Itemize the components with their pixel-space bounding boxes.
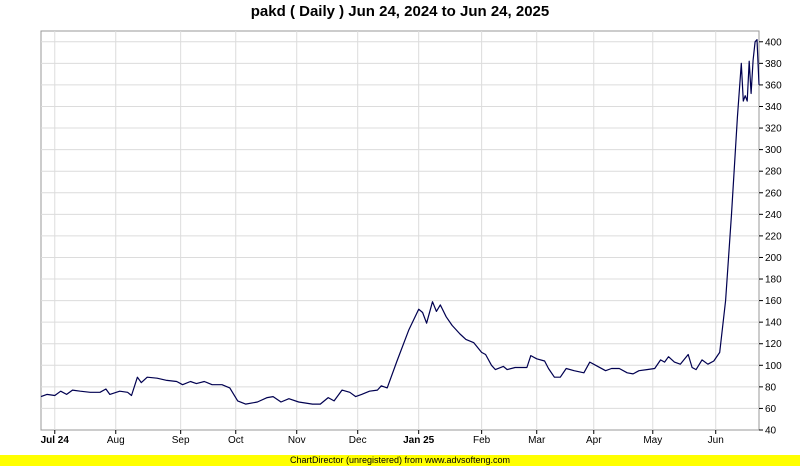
y-tick-label: 400 [765, 37, 782, 48]
y-tick-label: 120 [765, 339, 782, 350]
y-tick-label: 360 [765, 80, 782, 91]
y-tick-label: 300 [765, 145, 782, 156]
y-tick-label: 220 [765, 231, 782, 242]
x-tick-label: Sep [172, 435, 190, 446]
chart-title: pakd ( Daily ) Jun 24, 2024 to Jun 24, 2… [250, 3, 550, 20]
y-tick-label: 200 [765, 253, 782, 264]
y-tick-label: 260 [765, 188, 782, 199]
x-tick-label: Mar [528, 435, 546, 446]
y-tick-label: 100 [765, 361, 782, 372]
y-tick-label: 180 [765, 275, 782, 286]
x-tick-label: Aug [107, 435, 125, 446]
series-layer [40, 38, 760, 405]
plot-area [40, 30, 760, 431]
footer-banner: ChartDirector (unregistered) from www.ad… [0, 455, 800, 466]
x-tick-label: Jul 24 [41, 435, 70, 446]
x-axis-ticks: Jul 24 Aug Sep Oct Nov Dec Jan 25 Feb Mar Apr May J… [41, 430, 724, 446]
x-tick-label: Feb [473, 435, 491, 446]
y-tick-label: 340 [765, 102, 782, 113]
x-tick-label: Jan 25 [403, 435, 435, 446]
y-tick-label: 280 [765, 167, 782, 178]
y-tick-label: 60 [765, 404, 777, 415]
grid-lines [41, 31, 759, 430]
y-axis-ticks: 40 60 80 100 120 140 160 180 200 220 240 260 280 300 3… [759, 37, 782, 437]
price-series-line [40, 38, 760, 405]
x-tick-label: Nov [288, 435, 306, 446]
x-tick-label: Apr [586, 435, 602, 446]
y-tick-label: 380 [765, 59, 782, 70]
x-tick-label: Jun [708, 435, 724, 446]
x-tick-label: May [643, 435, 662, 446]
x-tick-label: Dec [349, 435, 367, 446]
y-tick-label: 140 [765, 318, 782, 329]
x-tick-label: Oct [228, 435, 244, 446]
y-tick-label: 40 [765, 426, 777, 437]
y-tick-label: 160 [765, 296, 782, 307]
y-tick-label: 320 [765, 124, 782, 135]
y-tick-label: 80 [765, 382, 777, 393]
y-tick-label: 240 [765, 210, 782, 221]
